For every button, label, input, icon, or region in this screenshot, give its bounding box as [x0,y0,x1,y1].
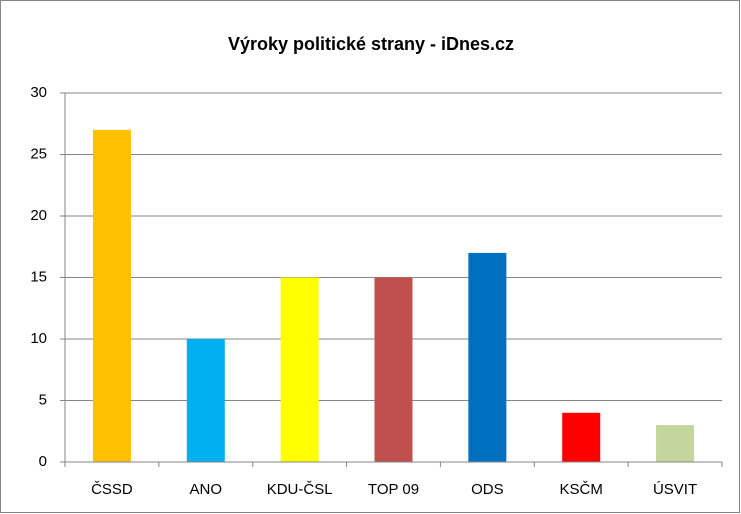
bar [186,339,225,462]
x-tick-label: TOP 09 [368,481,419,498]
bar [280,277,319,462]
x-tick-label: KDU-ČSL [267,481,333,498]
y-tick-label: 10 [30,330,47,347]
x-tick-label: ČSSD [91,481,133,498]
y-tick-label: 15 [30,268,47,285]
x-tick-label: ODS [471,481,504,498]
bar [92,129,131,462]
y-tick-label: 5 [39,391,47,408]
chart-title: Výroky politické strany - iDnes.cz [228,34,514,54]
bar [468,252,507,462]
y-tick-label: 0 [39,453,47,470]
y-tick-label: 25 [30,145,47,162]
x-tick-label: KSČM [560,481,603,498]
bar [656,425,695,462]
x-tick-label: ÚSVIT [653,481,697,498]
x-tick-label: ANO [190,481,223,498]
y-tick-label: 20 [30,207,47,224]
bar [374,277,413,462]
y-tick-label: 30 [30,84,47,101]
bar [562,412,601,462]
